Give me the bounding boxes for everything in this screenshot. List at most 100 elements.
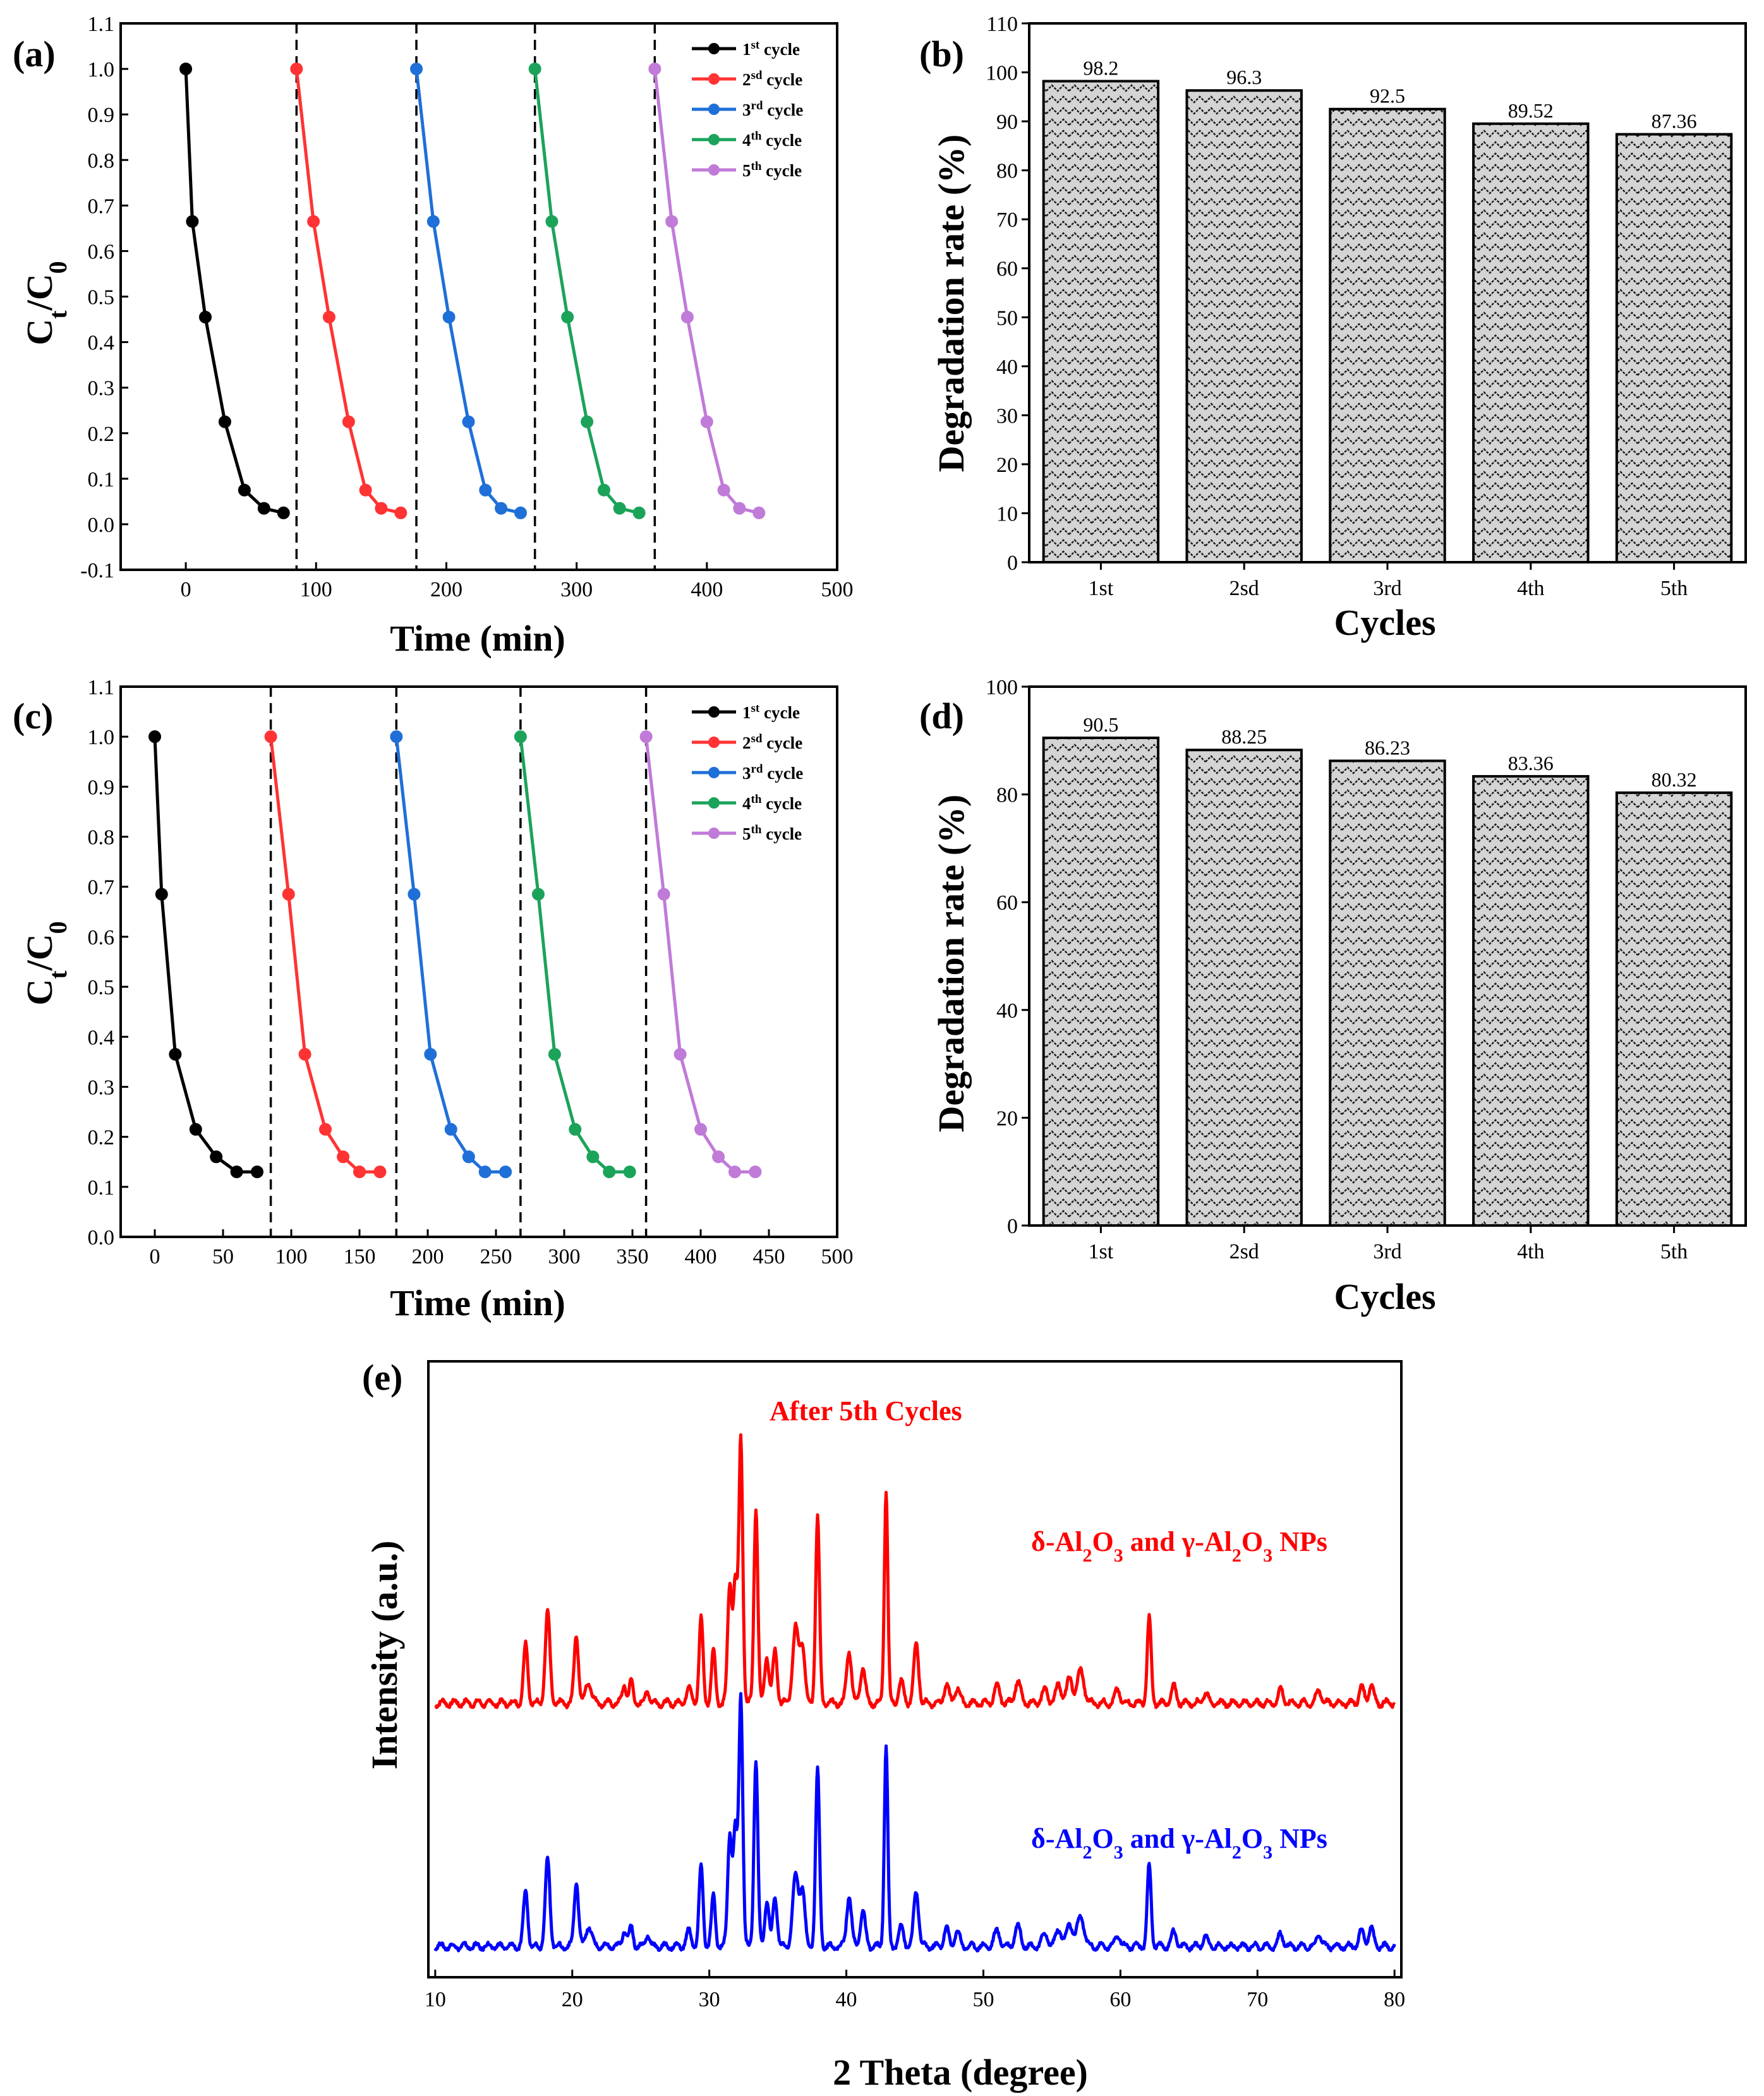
series-point-3 — [462, 415, 475, 428]
bar-value-label: 83.36 — [1508, 752, 1554, 774]
bar-value-label: 86.23 — [1365, 736, 1410, 759]
series-point-1 — [230, 1165, 243, 1179]
bar-value-label: 80.32 — [1652, 768, 1697, 791]
series-point-3 — [424, 1047, 437, 1061]
series-line-2 — [269, 736, 380, 1174]
y-tick-label: 1.1 — [88, 676, 115, 699]
panel-b: (b) 0 10 20 30 40 50 60 70 80 90 100 110 98.2 1st 96.3… — [919, 13, 1747, 643]
legend-swatch-marker — [708, 164, 720, 176]
xrd-pattern-after-cycles — [434, 1433, 1396, 1709]
x-tick-label: 3rd — [1373, 1240, 1401, 1263]
series-point-2 — [298, 1047, 311, 1061]
x-tick-label: 2sd — [1229, 577, 1259, 600]
series-point-1 — [169, 1047, 182, 1061]
series-point-4 — [586, 1150, 600, 1164]
y-tick-label: 60 — [996, 258, 1018, 281]
y-tick-label: 0.8 — [88, 826, 115, 850]
x-tick-label: 500 — [821, 578, 854, 601]
xrd-pattern-fresh-nps — [433, 1692, 1396, 1953]
legend-entry: 5th cycle — [742, 823, 802, 843]
y-tick-label: 50 — [996, 306, 1018, 330]
series-point-5 — [665, 215, 679, 228]
bar — [1329, 759, 1446, 1227]
series-point-1 — [186, 215, 199, 228]
bar — [1185, 749, 1303, 1227]
x-tick-label: 150 — [344, 1245, 376, 1268]
series-point-1 — [199, 310, 212, 323]
legend-swatch-marker — [708, 828, 720, 839]
y-tick-label: 0.3 — [88, 377, 115, 401]
series-point-4 — [597, 483, 610, 497]
bar-value-label: 88.25 — [1221, 725, 1267, 748]
series-point-3 — [495, 502, 508, 515]
series-point-5 — [657, 888, 670, 901]
legend-swatch-marker — [708, 797, 720, 809]
legend-swatch-marker — [708, 104, 720, 115]
series-point-5 — [674, 1047, 687, 1061]
series-point-4 — [632, 506, 646, 519]
x-tick-label: 100 — [275, 1245, 308, 1268]
x-tick-label: 1st — [1089, 1240, 1114, 1263]
legend-swatch-marker — [708, 43, 720, 54]
series-point-2 — [373, 1165, 387, 1179]
y-tick-label: 0.9 — [88, 104, 115, 127]
x-tick-label: 4th — [1517, 1240, 1544, 1263]
x-tick-label: 5th — [1660, 1240, 1688, 1263]
y-tick-label: 70 — [996, 208, 1018, 232]
series-point-1 — [257, 502, 270, 515]
y-tick-label: 0.1 — [88, 468, 115, 491]
panel-e-red-sample-label: δ-Al2O3 and γ-Al2O3 NPs — [1031, 1526, 1327, 1566]
x-tick-label: 450 — [753, 1245, 785, 1268]
series-point-1 — [189, 1123, 202, 1136]
plot-frame — [119, 685, 838, 1238]
series-point-3 — [462, 1150, 475, 1164]
legend-entry: 5th cycle — [742, 160, 802, 180]
panel-c-ylabel: Ct/C0 — [19, 921, 72, 1005]
series-line-2 — [294, 68, 401, 515]
series-point-1 — [277, 506, 290, 519]
series-point-2 — [264, 730, 277, 744]
series-point-4 — [531, 888, 545, 901]
panel-c-label: (c) — [13, 696, 53, 737]
y-tick-label: 40 — [996, 999, 1018, 1023]
y-tick-label: 90 — [996, 111, 1018, 134]
series-line-3 — [394, 736, 506, 1174]
x-tick-label: 350 — [617, 1245, 649, 1268]
legend-entry: 4th cycle — [742, 129, 802, 150]
panel-c-xlabel: Time (min) — [390, 1282, 565, 1323]
y-tick-label: 0.0 — [88, 514, 115, 537]
legend-swatch-marker — [708, 134, 720, 145]
series-point-5 — [639, 730, 653, 744]
legend-swatch-marker — [708, 737, 720, 748]
series-point-4 — [581, 415, 594, 428]
x-tick-label: 3rd — [1373, 577, 1401, 600]
series-point-4 — [613, 502, 626, 515]
bar-value-label: 87.36 — [1652, 110, 1697, 133]
y-tick-label: 1.1 — [88, 13, 115, 36]
bar-value-label: 90.5 — [1083, 713, 1118, 736]
legend-entry: 3rd cycle — [742, 762, 803, 783]
series-point-5 — [680, 310, 694, 323]
series-line-1 — [153, 737, 257, 1174]
series-point-5 — [728, 1165, 741, 1179]
x-tick-label: 50 — [212, 1245, 234, 1268]
x-tick-label: 300 — [560, 578, 593, 601]
x-tick-label: 0 — [181, 578, 191, 601]
y-tick-label: 0.3 — [88, 1076, 115, 1099]
y-tick-label: 0.7 — [88, 876, 115, 900]
legend-swatch-marker — [708, 767, 720, 778]
series-point-1 — [210, 1150, 223, 1164]
series-point-5 — [749, 1165, 762, 1179]
x-tick-label: 0 — [150, 1245, 160, 1268]
series-point-4 — [528, 63, 541, 76]
y-tick-label: 0 — [1007, 551, 1018, 575]
x-tick-label: 20 — [562, 1988, 583, 2011]
series-point-2 — [337, 1150, 350, 1164]
series-point-2 — [322, 310, 335, 323]
y-tick-label: 0.7 — [88, 195, 115, 218]
y-tick-label: 0.5 — [88, 976, 115, 999]
series-point-2 — [375, 502, 388, 515]
series-point-3 — [514, 506, 527, 519]
series-point-2 — [342, 415, 355, 428]
series-point-4 — [561, 310, 574, 323]
